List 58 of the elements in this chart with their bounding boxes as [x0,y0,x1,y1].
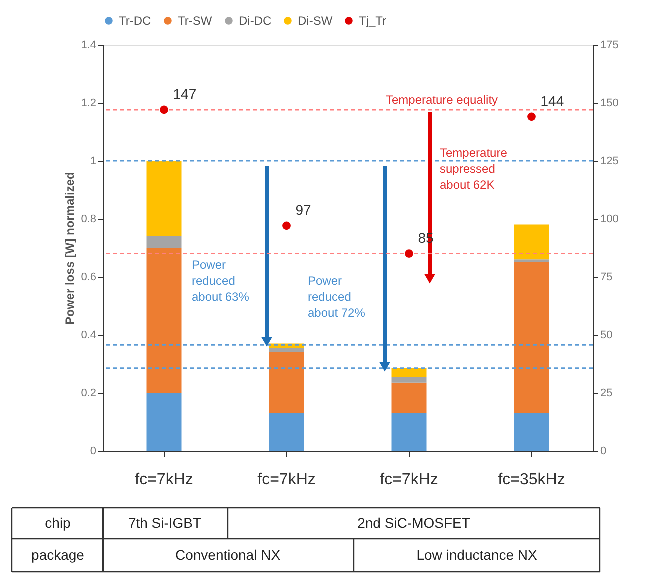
bar [146,236,182,248]
y-tick-label: 0.8 [81,214,96,226]
data-label: 147 [173,86,197,102]
point [405,250,414,258]
text: Conventional NX [175,547,282,563]
y-tick-label: 0 [90,446,96,458]
bar [392,382,427,414]
bar [146,248,182,393]
y2-tick-label: 125 [600,156,619,168]
y2-tick-label: 75 [600,272,613,284]
y2-tick-label: 175 [600,40,619,52]
legend-label: Tr-DC [119,14,152,28]
x-tick-label: fc=7kHz [135,472,194,488]
data-label: 144 [540,92,564,109]
bar [146,161,182,236]
y2-tick-label: 50 [600,330,613,342]
point [528,112,536,122]
bar [269,413,304,451]
bar [269,352,304,414]
x-tick-label: fc=35kHz [498,472,566,488]
y-tick-label: 1 [90,156,96,168]
x-tick-label: fc=7kHz [380,472,438,488]
bar [392,377,427,383]
bar [392,413,427,451]
x-tick-label: fc=7kHz [258,472,316,488]
annotation: Temperature equality [386,93,498,107]
point [160,106,168,114]
y2-tick-label: 150 [600,98,619,110]
legend-label: Di-SW [298,14,334,28]
y-tick-label: 0.6 [81,272,96,284]
annotation: Power reduced about 72% [308,274,366,320]
y-axis-title: Power loss [W] normalized [63,172,78,325]
data-label: 97 [296,202,312,218]
y2-tick-label: 25 [600,388,613,400]
text: 7th Si-IGBT [128,515,202,531]
legend-label: Tr-SW [178,14,213,28]
bar [514,260,550,262]
bar [146,393,182,451]
text: chip [45,515,72,531]
y-tick-label: 1.4 [81,40,96,52]
y-tick-label: 1.2 [81,98,96,110]
y-tick-label: 0.2 [81,388,96,400]
bar [514,224,550,260]
y2-tick-label: 0 [600,446,607,458]
y2-tick-label: 100 [600,214,619,226]
text: Low inductance NX [416,547,538,563]
bar [269,348,304,352]
text: 2nd SiC-MOSFET [358,515,471,531]
legend-label: Tj_Tr [359,14,387,28]
legend-label: Di-DC [239,14,272,28]
bar [514,413,550,451]
point [282,222,291,230]
bar [392,368,427,378]
bar [514,262,550,414]
text: package [32,547,85,563]
annotation: Temperature supressed about 62K [440,146,508,192]
y-tick-label: 0.4 [81,330,96,342]
annotation: Power reduced about 63% [192,258,250,304]
